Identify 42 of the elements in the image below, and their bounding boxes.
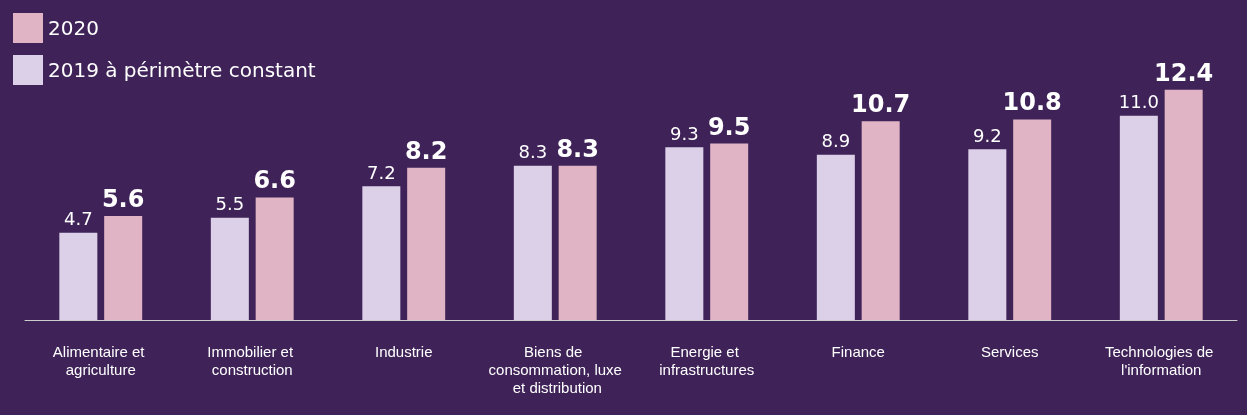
bar xyxy=(407,167,446,320)
x-tick-label: Biens de consommation, luxe et distribution xyxy=(488,342,622,396)
x-tick-label: Energie et infrastructures xyxy=(659,342,755,378)
bar xyxy=(210,217,249,320)
bar xyxy=(59,232,98,320)
data-label: 10.8 xyxy=(1002,88,1062,117)
legend-label: 2020 xyxy=(48,16,99,40)
data-label: 9.3 xyxy=(670,122,699,144)
bar xyxy=(1119,115,1158,320)
data-label: 9.2 xyxy=(973,124,1002,146)
bar xyxy=(1164,89,1203,320)
data-label: 5.6 xyxy=(101,185,145,213)
data-label: 10.7 xyxy=(851,90,911,119)
data-label: 5.5 xyxy=(215,193,245,215)
data-label: 8.9 xyxy=(821,130,851,152)
x-tick-label: Technologies de l'information xyxy=(1104,342,1218,378)
bar xyxy=(513,165,552,320)
data-label: 12.4 xyxy=(1154,58,1214,87)
x-tick-label: Finance xyxy=(831,342,885,360)
x-tick-label: Alimentaire et agriculture xyxy=(52,342,149,378)
x-tick-label: Industrie xyxy=(374,342,433,360)
data-label: 9.5 xyxy=(707,112,751,141)
data-label: 11.0 xyxy=(1118,91,1159,113)
x-tick-label: Immobilier et construction xyxy=(207,342,298,378)
bar xyxy=(816,154,855,320)
bar xyxy=(255,197,294,320)
data-label: 8.3 xyxy=(556,134,599,163)
bar xyxy=(665,147,704,320)
data-label: 8.3 xyxy=(518,141,548,163)
bar xyxy=(968,149,1007,320)
data-label: 4.7 xyxy=(64,208,93,230)
bar xyxy=(104,216,143,320)
legend-label: 2019 à périmètre constant xyxy=(48,58,316,82)
x-tick-label: Services xyxy=(980,342,1039,360)
bar xyxy=(861,121,900,320)
data-label: 8.2 xyxy=(404,136,448,165)
bar xyxy=(362,186,401,320)
data-label: 6.6 xyxy=(253,166,296,195)
bar xyxy=(1013,119,1052,320)
data-label: 7.2 xyxy=(367,161,396,183)
bar xyxy=(558,165,597,320)
bar xyxy=(710,143,749,320)
